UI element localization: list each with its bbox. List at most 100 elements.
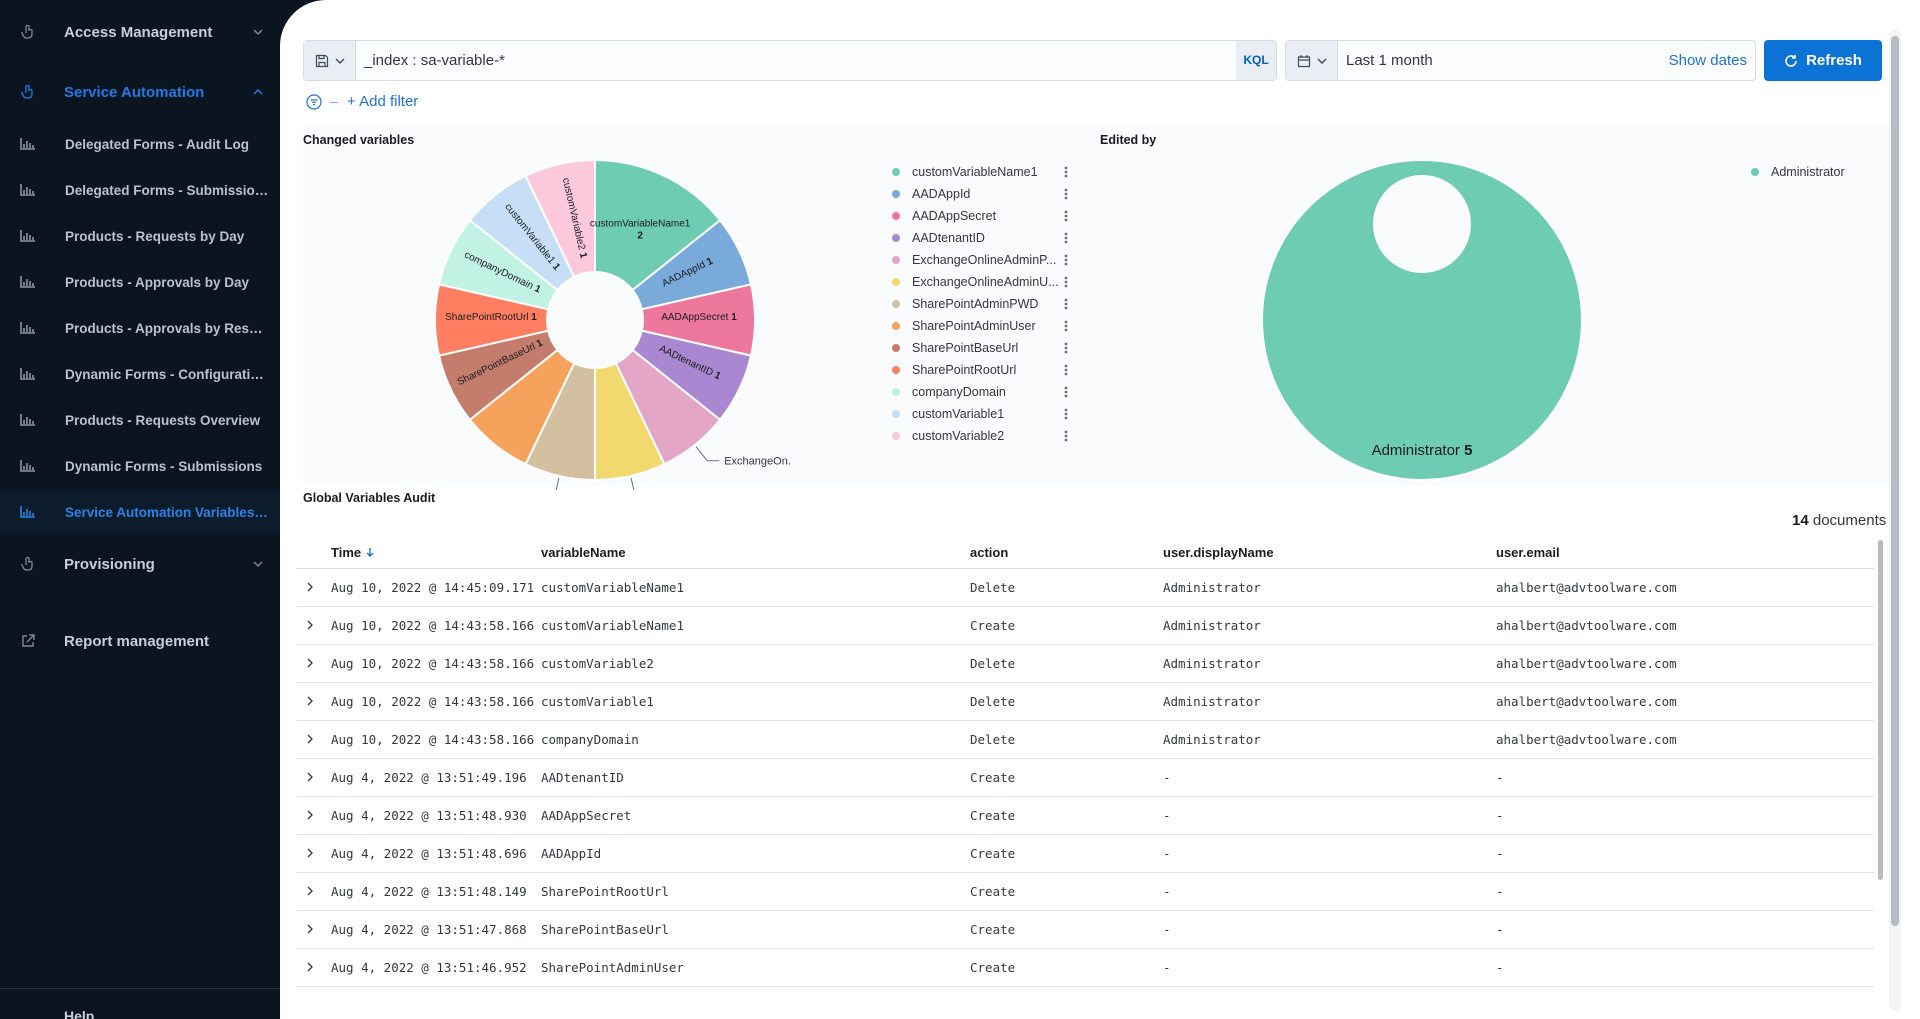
legend-item[interactable]: ExchangeOnlineAdminP... [888,249,1078,271]
nav-group-service-automation[interactable]: Service Automation [0,72,280,112]
sidebar-item-products-requests-overview[interactable]: Products - Requests Overview [0,397,280,443]
sidebar-cut-off-item[interactable]: Help [64,1008,95,1019]
sidebar-item-products-approvals-by-response[interactable]: Products - Approvals by Response [0,305,280,351]
chevron-right-icon[interactable] [304,619,316,631]
saved-query-button[interactable] [304,41,356,80]
column-header-display-name[interactable]: user.displayName [1163,545,1274,560]
show-dates-link[interactable]: Show dates [1668,52,1747,69]
legend-item[interactable]: ExchangeOnlineAdminU... [888,271,1078,293]
cell-action: Create [970,922,1016,937]
callout-line [695,446,720,462]
pie-slice[interactable] [1260,159,1583,481]
legend-item[interactable]: AADAppSecret [888,205,1078,227]
filter-options-icon[interactable] [306,94,322,110]
page-scrollbar-thumb[interactable] [1891,36,1899,926]
legend-item[interactable]: SharePointRootUrl [888,359,1078,381]
legend-options-icon[interactable] [1064,232,1068,244]
legend-item[interactable]: customVariableName1 [888,161,1078,183]
chevron-right-icon[interactable] [304,923,316,935]
table-row[interactable]: Aug 4, 2022 @ 13:51:47.868 SharePointBase… [296,911,1874,949]
sidebar-item-products-requests-by-day[interactable]: Products - Requests by Day [0,213,280,259]
table-row[interactable]: Aug 10, 2022 @ 14:43:58.166 customVariabl… [296,645,1874,683]
chevron-right-icon[interactable] [304,695,316,707]
legend-options-icon[interactable] [1064,342,1068,354]
chevron-right-icon[interactable] [304,657,316,669]
refresh-button[interactable]: Refresh [1764,40,1882,81]
chevron-right-icon[interactable] [304,885,316,897]
nav-group-label: Service Automation [64,83,205,101]
legend-options-icon[interactable] [1064,166,1068,178]
table-row[interactable]: Aug 10, 2022 @ 14:43:58.166 customVariabl… [296,607,1874,645]
legend-options-icon[interactable] [1064,298,1068,310]
legend-label: AADtenantID [912,231,985,245]
cell-action: Create [970,618,1016,633]
sidebar-item-dynamic-forms-configuration[interactable]: Dynamic Forms - Configuration Changes [0,351,280,397]
sidebar-item-dynamic-forms-submissions[interactable]: Dynamic Forms - Submissions [0,443,280,489]
legend-options-icon[interactable] [1064,276,1068,288]
bar-chart-icon [20,230,35,242]
chevron-right-icon[interactable] [304,581,316,593]
table-row[interactable]: Aug 4, 2022 @ 13:51:46.952 SharePointAdmi… [296,949,1874,987]
legend-item[interactable]: Administrator [1747,161,1920,183]
cell-variable-name: AADtenantID [541,770,624,785]
table-row[interactable]: Aug 4, 2022 @ 13:51:48.930 AADAppSecret Cr… [296,797,1874,835]
cell-variable-name: customVariable2 [541,656,654,671]
legend-item[interactable]: SharePointBaseUrl [888,337,1078,359]
nav-report-management[interactable]: Report management [0,621,280,661]
chevron-right-icon[interactable] [304,733,316,745]
column-header-variable-name[interactable]: variableName [541,545,626,560]
legend-item[interactable]: companyDomain [888,381,1078,403]
slice-label-value: 1 [531,312,537,323]
sidebar-item-delegated-forms-submissions[interactable]: Delegated Forms - Submissions [0,167,280,213]
table-scrollbar[interactable] [1878,540,1883,880]
column-header-email[interactable]: user.email [1496,545,1560,560]
sidebar-item-service-automation-variables[interactable]: Service Automation Variables - Audit [0,489,280,535]
legend-item[interactable]: AADtenantID [888,227,1078,249]
pie-slice[interactable] [524,158,596,279]
panel-title-changed-variables: Changed variables [303,133,415,147]
table-row[interactable]: Aug 4, 2022 @ 13:51:49.196 AADtenantID Cre… [296,759,1874,797]
refresh-icon [1785,54,1797,67]
chevron-right-icon[interactable] [304,809,316,821]
legend-options-icon[interactable] [1064,320,1068,332]
legend-item[interactable]: customVariable2 [888,425,1078,447]
legend-options-icon[interactable] [1064,188,1068,200]
cell-time: Aug 4, 2022 @ 13:51:48.696 [331,846,527,861]
bar-chart-icon [20,138,35,150]
column-header-time[interactable]: Time [331,545,375,560]
nav-group-access-management[interactable]: Access Management [0,12,280,52]
legend-color-dot [892,212,900,220]
column-header-action[interactable]: action [970,545,1009,560]
legend-options-icon[interactable] [1064,210,1068,222]
nav-group-provisioning[interactable]: Provisioning [0,544,280,584]
chevron-right-icon[interactable] [304,961,316,973]
chevron-right-icon[interactable] [304,771,316,783]
table-row[interactable]: Aug 10, 2022 @ 14:43:58.166 customVariabl… [296,683,1874,721]
sidebar-item-delegated-forms-audit-log[interactable]: Delegated Forms - Audit Log [0,121,280,167]
bar-chart-icon [20,506,35,518]
legend-item[interactable]: SharePointAdminUser [888,315,1078,337]
legend-options-icon[interactable] [1064,430,1068,442]
legend-options-icon[interactable] [1064,364,1068,376]
cell-variable-name: companyDomain [541,732,639,747]
table-row[interactable]: Aug 4, 2022 @ 13:51:48.696 AADAppId Create… [296,835,1874,873]
sidebar-item-products-approvals-by-day[interactable]: Products - Approvals by Day [0,259,280,305]
legend-label: SharePointAdminPWD [912,297,1039,311]
legend-item[interactable]: SharePointAdminPWD [888,293,1078,315]
table-row[interactable]: Aug 10, 2022 @ 14:43:58.166 companyDomain… [296,721,1874,759]
table-row[interactable]: Aug 10, 2022 @ 14:45:09.171 customVariabl… [296,569,1874,607]
cell-action: Create [970,960,1016,975]
chevron-right-icon[interactable] [304,847,316,859]
add-filter-button[interactable]: + Add filter [347,93,419,110]
legend-options-icon[interactable] [1064,254,1068,266]
table-row[interactable]: Aug 4, 2022 @ 13:51:48.149 SharePointRoot… [296,873,1874,911]
query-language-button[interactable]: KQL [1236,41,1276,80]
legend-item[interactable]: AADAppId [888,183,1078,205]
legend-options-icon[interactable] [1064,408,1068,420]
legend-options-icon[interactable] [1064,386,1068,398]
query-input[interactable]: _index : sa-variable-* [364,52,505,69]
legend-item[interactable]: customVariable1 [888,403,1078,425]
pie-slice[interactable] [594,158,722,292]
quick-menu-button[interactable] [1286,41,1338,80]
